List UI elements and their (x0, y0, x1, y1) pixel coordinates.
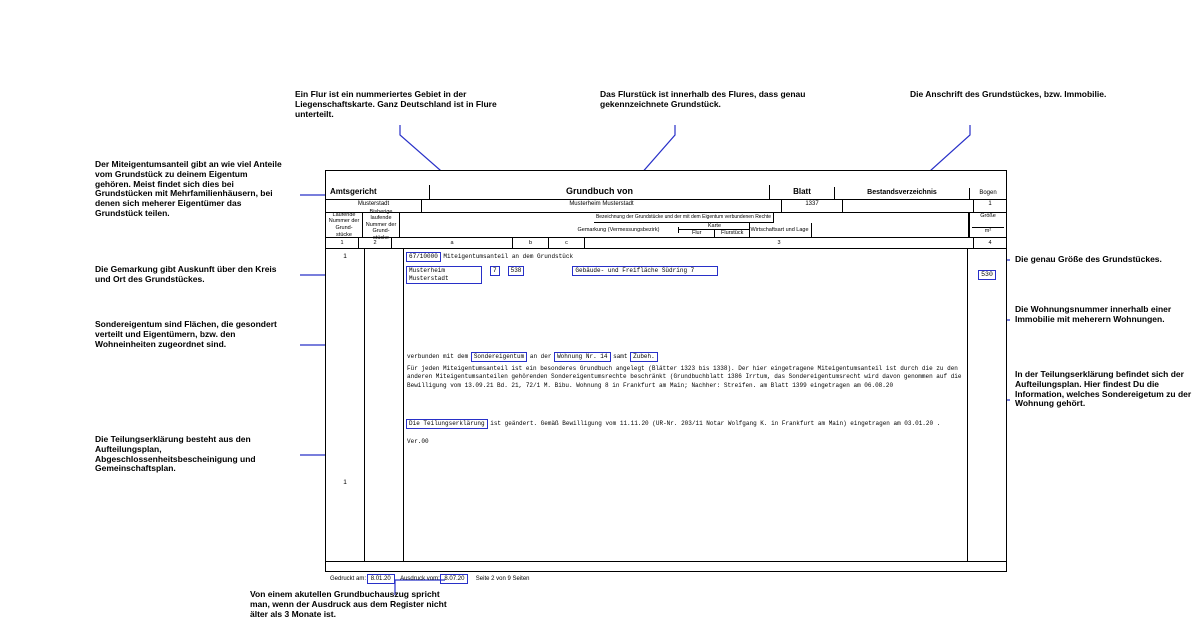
hl-size: 530 (979, 271, 995, 279)
ann-wohnnr: Die Wohnungsnummer innerhalb einer Immob… (1015, 305, 1195, 325)
hl-wirt: Gebäude- und Freifläche Südring 7 (573, 267, 717, 275)
num-3: 3 (585, 238, 974, 248)
col-runnum: Laufende Nummer der Grund-stücke (326, 213, 363, 237)
sheet-value: 1337 (782, 200, 843, 212)
ann-groesse: Die genau Größe des Grundstückes. (1015, 255, 1195, 265)
share-text: Miteigentumsanteil an dem Grundstück (443, 253, 573, 260)
inventory-label: Bestandsverzeichnis (837, 189, 967, 197)
col-size-unit: m² (972, 227, 1004, 237)
hl-gedruckt: 8.01.20 (368, 575, 394, 583)
b2-body: Für jeden Miteigentumsanteil ist ein bes… (407, 365, 964, 389)
doc-body: 1 1 67/10000 Miteigentumsanteil an dem G… (326, 249, 1006, 562)
column-headers: Laufende Nummer der Grund-stücke Bisheri… (326, 213, 1006, 238)
ann-miteigentum: Der Miteigentumsanteil gibt an wie viel … (95, 160, 285, 219)
hl-gemarkung: Musterheim Musterstadt (407, 267, 481, 283)
ann-sondereigen: Sondereigentum sind Flächen, die gesonde… (95, 320, 285, 349)
col-flur: Flur (679, 230, 715, 237)
col-wirt: Wirtschaftsart und Lage (750, 227, 808, 234)
hl-teilungserklaerung: Die Teilungserklärung (407, 420, 487, 428)
col-karte: Karte (679, 223, 749, 231)
hl-flurstuck: 538 (509, 267, 524, 275)
num-b: b (513, 238, 549, 248)
footer-pages: Seite 2 von 9 Seiten (476, 576, 530, 582)
stage: Ein Flur ist ein nummeriertes Gebiet in … (0, 0, 1200, 628)
ann-aufteilung: In der Teilungserklärung befindet sich d… (1015, 370, 1195, 409)
court-label: Amtsgericht (330, 187, 425, 197)
ann-gemarkung: Die Gemarkung gibt Auskunft über den Kre… (95, 265, 285, 285)
body-col-size: 530 (968, 249, 1006, 561)
doc-title: Grundbuch von (432, 186, 767, 197)
b2-mid: an der (530, 353, 552, 360)
num-c: c (549, 238, 585, 248)
grundbuch-document: Amtsgericht Grundbuch von Blatt Bestands… (325, 170, 1007, 572)
b3-text: ist geändert. Gemäß Bewilligung vom 11.1… (490, 420, 940, 427)
b2-intro: verbunden mit dem (407, 353, 468, 360)
ann-flurstuck: Das Flurstück ist innerhalb des Flures, … (600, 90, 810, 110)
b3-ver: Ver.00 (407, 438, 964, 446)
bogen-label: Bogen (972, 190, 1004, 197)
footer-date-label: Gedruckt am: (330, 576, 366, 582)
col-gemarkung: Gemarkung (Vermessungsbezirk) (558, 227, 679, 234)
footer-print-label: Ausdruck vom: (400, 576, 440, 582)
ann-flur: Ein Flur ist ein nummeriertes Gebiet in … (295, 90, 515, 119)
number-row: 1 2 a b c 3 4 (326, 238, 1006, 249)
sheet-label: Blatt (772, 187, 832, 197)
hl-flur: 7 (491, 267, 499, 275)
body-col-main: 67/10000 Miteigentumsanteil an dem Grund… (404, 249, 968, 561)
title-value: Musterheim Musterstadt (422, 200, 782, 212)
num-a: a (392, 238, 513, 248)
doc-header: Amtsgericht Grundbuch von Blatt Bestands… (326, 171, 1006, 200)
hl-zubeh: Zubeh. (631, 353, 657, 361)
runnum-value: 1 (329, 253, 361, 261)
hl-ausdruck: 8.07.20 (441, 575, 467, 583)
hl-sondereigentum: Sondereigentum (472, 353, 526, 361)
b2-mid2: samt (613, 353, 627, 360)
col-flurstuck: Flurstück (715, 230, 750, 237)
col-group-label: Bezeichnung der Grundstücke und der mit … (594, 213, 774, 223)
col-prevnum: Bisherige laufende Nummer der Grund-stüc… (363, 213, 400, 237)
hl-share: 67/10000 (407, 253, 440, 261)
num-4: 4 (974, 238, 1006, 248)
ann-aktuell: Von einem akutellen Grundbuchauszug spri… (250, 590, 460, 619)
body-col-runnum: 1 1 (326, 249, 365, 561)
doc-footer: Gedruckt am: 8.01.20 Ausdruck vom: 8.07.… (330, 575, 530, 583)
bogen-value: 1 (974, 200, 1006, 212)
num-2: 2 (359, 238, 392, 248)
ann-anschrift: Die Anschrift des Grundstückes, bzw. Imm… (910, 90, 1110, 100)
hl-wohnung: Wohnung Nr. 14 (555, 353, 609, 361)
col-size: Größe (980, 213, 996, 227)
num-1: 1 (326, 238, 359, 248)
ann-teilung: Die Teilungserklärung besteht aus den Au… (95, 435, 285, 474)
